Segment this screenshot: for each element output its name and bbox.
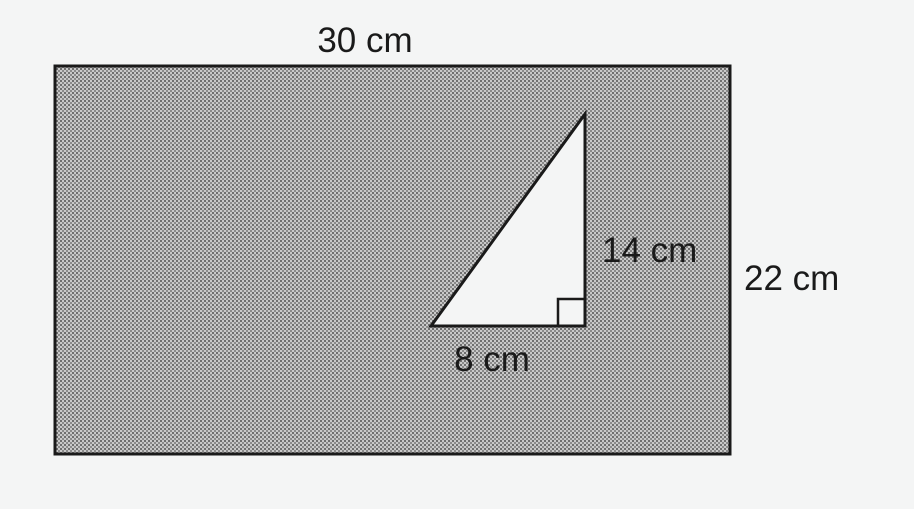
shaded-rectangle <box>53 64 732 456</box>
triangle-height-label: 14 cm <box>602 231 697 270</box>
rectangle-width-label: 30 cm <box>317 21 412 60</box>
rectangle-height-label: 22 cm <box>744 259 839 298</box>
right-angle-marker <box>556 297 587 328</box>
triangle-base-label: 8 cm <box>454 340 530 379</box>
right-triangle <box>428 109 587 328</box>
